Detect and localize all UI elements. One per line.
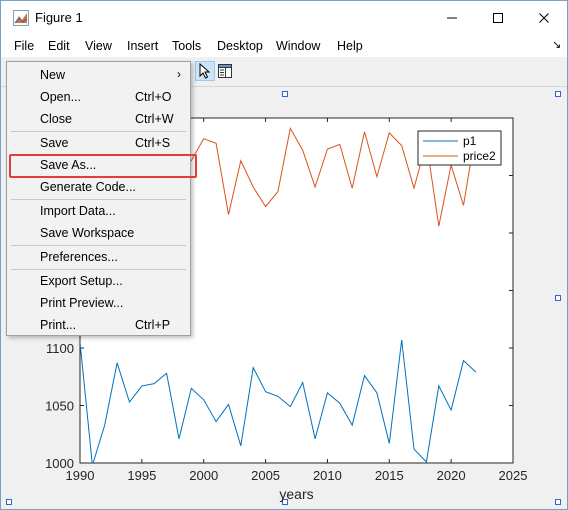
minimize-button[interactable] xyxy=(429,1,475,35)
x-tick-label: 2015 xyxy=(375,468,404,483)
menu-view[interactable]: View xyxy=(85,39,112,53)
menu-separator xyxy=(11,131,186,132)
x-axis-label: years xyxy=(279,486,313,502)
x-tick-label: 1990 xyxy=(66,468,95,483)
cursor-arrow-icon xyxy=(199,63,211,79)
maximize-button[interactable] xyxy=(475,1,521,35)
menu-item-print[interactable]: Print... Ctrl+P xyxy=(40,318,171,332)
maximize-icon xyxy=(493,13,503,23)
menu-help[interactable]: Help xyxy=(337,39,363,53)
menu-tools[interactable]: Tools xyxy=(172,39,202,53)
x-tick-label: 2010 xyxy=(313,468,342,483)
menu-bar: File Edit View Insert Tools Desktop Wind… xyxy=(1,35,567,57)
y-tick-label: 1050 xyxy=(45,399,74,414)
menu-window[interactable]: Window xyxy=(276,39,321,53)
file-menu-dropdown: New › Open... Ctrl+O Close Ctrl+W Save C… xyxy=(6,61,197,336)
close-button[interactable] xyxy=(521,1,567,35)
selection-handle[interactable] xyxy=(282,91,288,97)
selection-handle[interactable] xyxy=(6,499,12,505)
x-tick-label: 2020 xyxy=(437,468,466,483)
x-tick-label: 2025 xyxy=(499,468,528,483)
selection-handle[interactable] xyxy=(555,499,561,505)
x-tick-label: 1995 xyxy=(127,468,156,483)
dock-arrow-icon[interactable]: ↘ xyxy=(552,39,562,51)
menu-item-open[interactable]: Open... Ctrl+O xyxy=(40,90,172,104)
menu-item-generate-code[interactable]: Generate Code... xyxy=(40,180,136,194)
menu-item-save[interactable]: Save Ctrl+S xyxy=(40,136,171,150)
window-title: Figure 1 xyxy=(35,10,83,25)
chart-legend[interactable] xyxy=(417,130,502,166)
selection-handle[interactable] xyxy=(555,295,561,301)
menu-item-preferences[interactable]: Preferences... xyxy=(40,250,118,264)
menu-item-new[interactable]: New › xyxy=(40,67,181,82)
x-tick-label: 2005 xyxy=(251,468,280,483)
menu-insert[interactable]: Insert xyxy=(127,39,159,53)
y-tick-label: 1000 xyxy=(45,456,74,471)
minimize-icon xyxy=(447,17,457,19)
menu-edit[interactable]: Edit xyxy=(48,39,70,53)
menu-desktop[interactable]: Desktop xyxy=(217,39,263,53)
series-line-p1[interactable] xyxy=(80,339,477,465)
menu-item-close[interactable]: Close Ctrl+W xyxy=(40,112,174,126)
title-bar[interactable]: Figure 1 xyxy=(1,1,567,35)
legend-label: p1 xyxy=(463,134,477,148)
legend-label: price2 xyxy=(463,149,496,163)
selection-handle[interactable] xyxy=(282,499,288,505)
menu-item-print-preview[interactable]: Print Preview... xyxy=(40,296,124,310)
menu-separator xyxy=(11,245,186,246)
menu-separator xyxy=(11,199,186,200)
save-as-highlight-box xyxy=(9,154,197,178)
x-tick-label: 2000 xyxy=(189,468,218,483)
matlab-figure-icon xyxy=(13,10,29,26)
y-tick-label: 1100 xyxy=(46,341,74,356)
selection-handle[interactable] xyxy=(555,91,561,97)
close-icon xyxy=(539,13,549,23)
property-inspector-icon xyxy=(218,64,232,78)
menu-item-save-workspace[interactable]: Save Workspace xyxy=(40,226,135,240)
menu-item-export-setup[interactable]: Export Setup... xyxy=(40,274,123,288)
menu-separator xyxy=(11,269,186,270)
chevron-right-icon: › xyxy=(177,67,181,81)
menu-item-save-as[interactable]: Save As... xyxy=(40,158,97,172)
menu-file[interactable]: File xyxy=(14,39,35,53)
edit-plot-button[interactable] xyxy=(195,61,215,81)
menu-item-import-data[interactable]: Import Data... xyxy=(40,204,116,218)
property-inspector-button[interactable] xyxy=(215,61,235,81)
